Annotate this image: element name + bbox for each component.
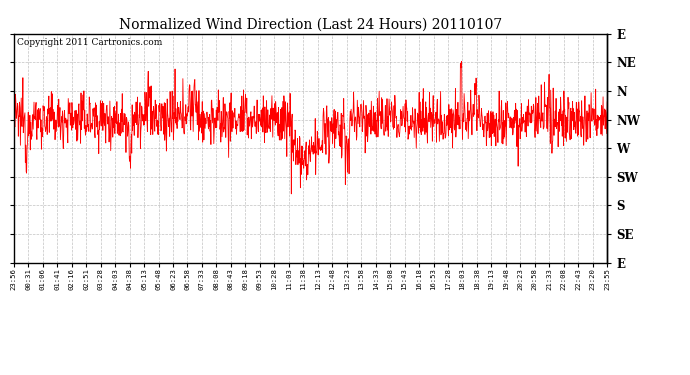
Title: Normalized Wind Direction (Last 24 Hours) 20110107: Normalized Wind Direction (Last 24 Hours… [119,17,502,31]
Text: Copyright 2011 Cartronics.com: Copyright 2011 Cartronics.com [17,38,162,47]
